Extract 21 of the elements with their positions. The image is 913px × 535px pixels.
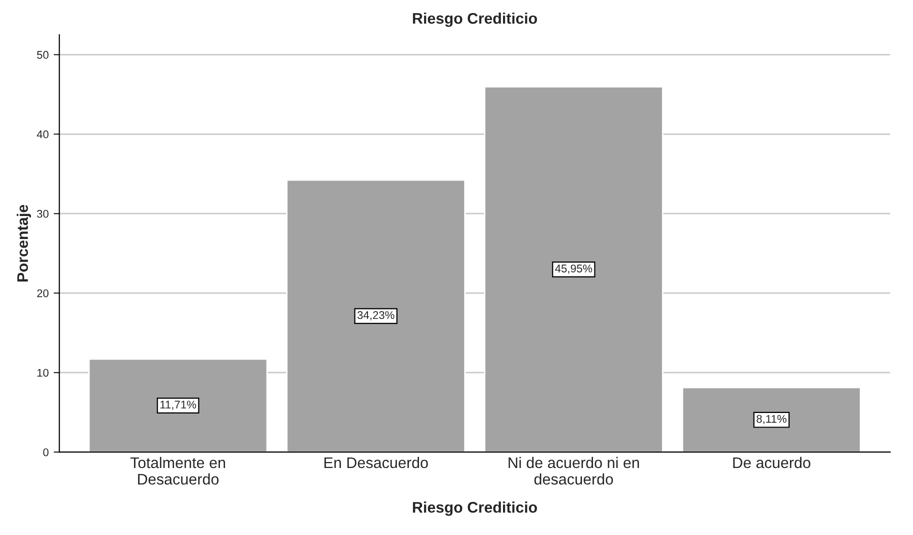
- x-tick-label: En Desacuerdo: [324, 456, 428, 468]
- bar: [484, 86, 664, 452]
- y-tick-label: 0: [43, 448, 48, 456]
- y-tick-label: 40: [36, 130, 48, 138]
- x-tick-label: De acuerdo: [733, 456, 810, 468]
- data-label: 11,71%: [160, 400, 196, 410]
- x-tick-label: Ni de acuerdo ni en desacuerdo: [508, 456, 639, 485]
- data-label: 34,23%: [357, 311, 394, 320]
- x-axis-title: Riesgo Crediticio: [412, 502, 537, 516]
- y-axis-title: Porcentaje: [16, 204, 32, 282]
- bar: [88, 358, 268, 452]
- y-tick-label: 50: [37, 50, 48, 59]
- chart-title: Riesgo Crediticio: [412, 12, 537, 27]
- y-tick-label: 10: [37, 368, 48, 377]
- x-tick-label: Totalmente en Desacuerdo: [130, 456, 226, 485]
- data-label: 45,95%: [555, 264, 592, 274]
- data-label: 8,11%: [756, 414, 786, 424]
- y-tick-label: 30: [36, 210, 48, 218]
- y-tick-label: 20: [37, 289, 48, 298]
- bar: [682, 386, 862, 452]
- bar: [286, 179, 466, 452]
